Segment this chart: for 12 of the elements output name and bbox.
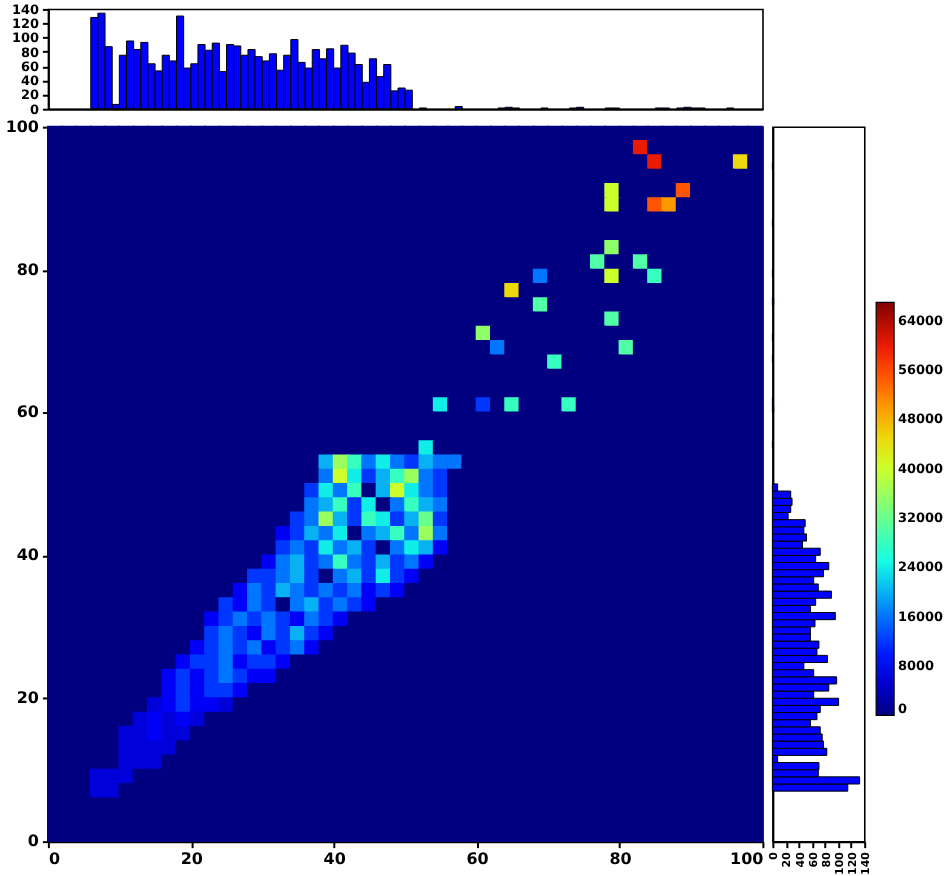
x-tick-label: 100: [730, 850, 765, 869]
y-tick-label: 80: [16, 260, 40, 279]
y-tick-label: 100: [5, 117, 40, 136]
y-tick-label: 60: [16, 403, 40, 422]
x-tick-label: 20: [180, 850, 204, 869]
x-tick-label: 0: [48, 850, 61, 869]
y-tick-label: 0: [27, 832, 40, 851]
x-tick-label: 40: [323, 850, 347, 869]
x-tick-label: 60: [466, 850, 490, 869]
y-tick-label: 40: [16, 546, 40, 565]
y-tick-label: 20: [16, 689, 40, 708]
x-tick-label: 80: [609, 850, 633, 869]
